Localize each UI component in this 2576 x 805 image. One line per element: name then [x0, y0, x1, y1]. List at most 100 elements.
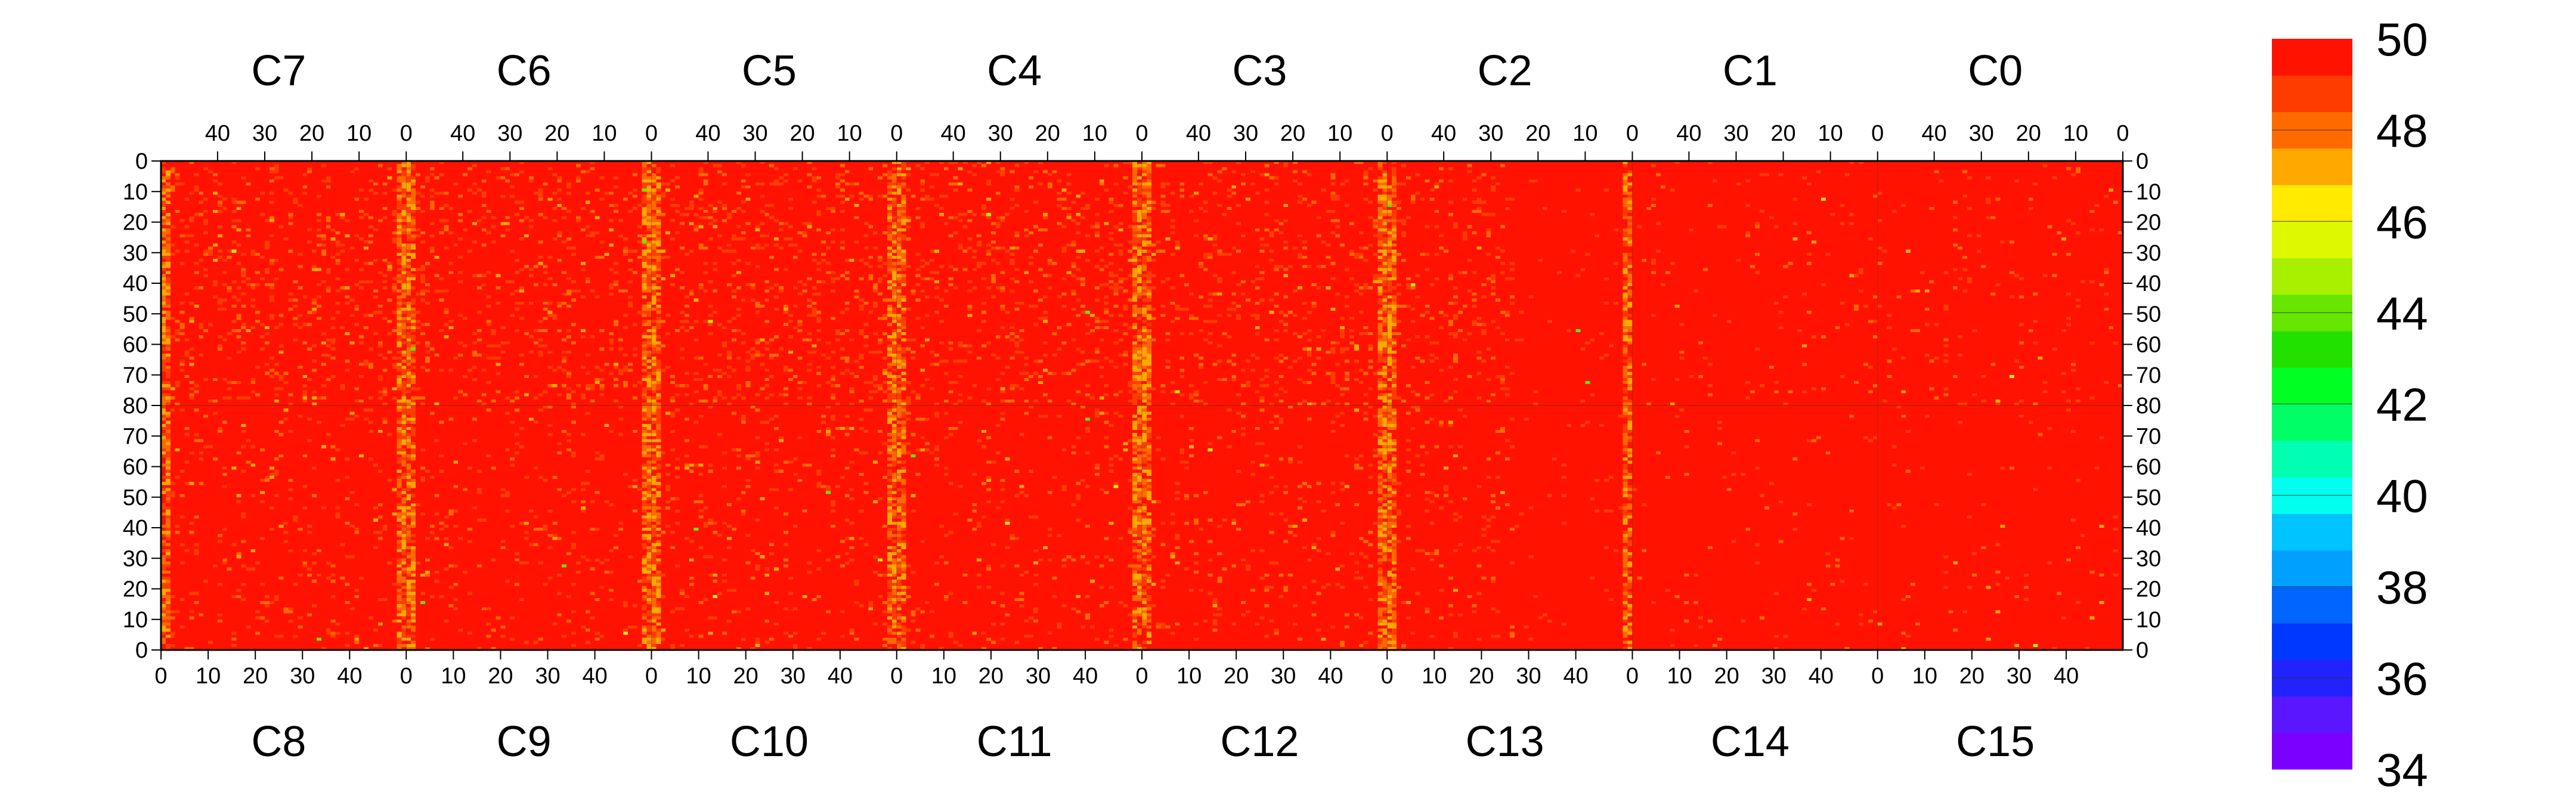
top-x-tick-label: 0: [2116, 121, 2129, 146]
top-x-tick-label: 40: [1186, 121, 1211, 146]
bottom-x-tick-label: 20: [979, 664, 1004, 689]
right-y-tick-label: 40: [2136, 271, 2161, 296]
top-x-tick-label: 30: [742, 121, 767, 146]
bottom-x-tick-label: 10: [686, 664, 711, 689]
left-y-tick-label: 20: [123, 577, 148, 602]
top-x-tick-label: 30: [1969, 121, 1994, 146]
bottom-x-tick-label: 40: [582, 664, 607, 689]
bottom-x-tick-label: 10: [1667, 664, 1692, 689]
left-y-tick-label: 50: [123, 485, 148, 510]
right-y-tick-label: 0: [2136, 149, 2148, 174]
bottom-x-tick-label: 40: [2054, 664, 2079, 689]
right-y-tick-label: 70: [2136, 424, 2161, 449]
top-x-tick-label: 40: [1922, 121, 1947, 146]
top-x-tick-label: 30: [1478, 121, 1503, 146]
left-y-tick-label: 10: [123, 608, 148, 633]
top-x-tick-label: 0: [1381, 121, 1394, 146]
bottom-chip-label: C14: [1711, 718, 1789, 766]
top-x-tick-label: 20: [1035, 121, 1060, 146]
bottom-x-tick-label: 40: [828, 664, 853, 689]
right-y-tick-label: 50: [2136, 485, 2161, 510]
colorbar-band: [2272, 221, 2352, 258]
colorbar-band: [2272, 440, 2352, 478]
bottom-x-tick-label: 30: [1761, 664, 1787, 689]
left-y-tick-label: 60: [123, 333, 148, 358]
top-x-tick-label: 0: [1135, 121, 1148, 146]
colorbar-label: 44: [2376, 287, 2428, 339]
bottom-x-tick-label: 20: [1224, 664, 1249, 689]
bottom-x-tick-label: 10: [1912, 664, 1937, 689]
bottom-x-tick-label: 20: [488, 664, 513, 689]
right-y-tick-label: 60: [2136, 455, 2161, 480]
colorbar-band: [2272, 75, 2352, 112]
top-x-tick-label: 0: [400, 121, 413, 146]
left-y-tick-label: 10: [123, 179, 148, 205]
bottom-x-tick-label: 30: [1516, 664, 1541, 689]
left-y-tick-label: 70: [123, 363, 148, 388]
top-x-tick-label: 40: [695, 121, 720, 146]
colorbar-band: [2272, 331, 2352, 368]
top-x-tick-label: 40: [1676, 121, 1701, 146]
bottom-x-tick-label: 20: [1959, 664, 1984, 689]
chip-grid-lines: [161, 161, 2123, 650]
left-y-tick-label: 0: [135, 149, 148, 174]
bottom-x-tick-label: 10: [196, 664, 221, 689]
bottom-x-tick-label: 40: [337, 664, 362, 689]
colorbar-band: [2272, 696, 2352, 733]
bottom-x-tick-label: 0: [1135, 664, 1148, 689]
top-x-tick-label: 30: [497, 121, 522, 146]
colorbar-label: 40: [2376, 470, 2428, 522]
top-x-tick-label: 10: [346, 121, 371, 146]
left-y-tick-label: 30: [123, 546, 148, 571]
bottom-chip-label: C15: [1956, 718, 2035, 766]
right-y-tick-label: 50: [2136, 302, 2161, 327]
colorbar-label: 48: [2376, 104, 2428, 157]
bottom-chip-label: C11: [977, 718, 1052, 766]
left-y-tick-label: 30: [123, 241, 148, 266]
colorbar-label: 50: [2376, 13, 2428, 66]
colorbar: 50 48 46 44 42 40 38 36 34: [2272, 13, 2428, 796]
colorbar-band: [2272, 732, 2352, 770]
bottom-x-tick-label: 0: [1381, 664, 1394, 689]
left-y-tick-label: 80: [123, 394, 148, 419]
top-x-tick-label: 20: [1770, 121, 1795, 146]
colorbar-band: [2272, 367, 2352, 404]
right-y-tick-label: 0: [2136, 638, 2148, 663]
top-x-tick-label: 20: [1280, 121, 1305, 146]
colorbar-band: [2272, 513, 2352, 550]
top-chip-label: C2: [1478, 47, 1532, 95]
top-x-tick-label: 10: [1327, 121, 1352, 146]
top-x-tick-label: 20: [1525, 121, 1550, 146]
bottom-chip-label: C13: [1466, 718, 1544, 766]
top-x-tick-label: 20: [2016, 121, 2041, 146]
top-x-tick-label: 10: [592, 121, 617, 146]
bottom-x-tick-label: 30: [535, 664, 560, 689]
bottom-x-tick-label: 30: [781, 664, 806, 689]
bottom-chip-label: C10: [730, 718, 809, 766]
bottom-x-tick-label: 20: [1714, 664, 1739, 689]
right-y-tick-label: 20: [2136, 210, 2161, 236]
top-x-tick-label: 30: [252, 121, 277, 146]
top-x-tick-label: 40: [450, 121, 475, 146]
top-x-tick-label: 40: [205, 121, 230, 146]
right-y-tick-label: 30: [2136, 546, 2161, 571]
top-x-tick-label: 0: [1626, 121, 1639, 146]
bottom-x-tick-label: 10: [931, 664, 956, 689]
top-x-tick-label: 40: [941, 121, 966, 146]
top-x-tick-label: 10: [2063, 121, 2088, 146]
bottom-x-tick-label: 10: [441, 664, 466, 689]
colorbar-label: 38: [2376, 561, 2428, 614]
top-x-tick-label: 0: [1871, 121, 1884, 146]
colorbar-label: 36: [2376, 652, 2428, 705]
colorbar-band: [2272, 148, 2352, 185]
bottom-x-tick-label: 0: [890, 664, 903, 689]
chip-labels: C7 C6 C5 C4 C3 C2 C1 C0 C8 C9 C10 C11 C12 C13 C14 C15: [251, 47, 2035, 766]
colorbar-band: [2272, 404, 2352, 441]
bottom-x-tick-label: 0: [645, 664, 658, 689]
colorbar-label: 46: [2376, 196, 2428, 248]
right-y-tick-label: 40: [2136, 516, 2161, 541]
colorbar-band: [2272, 623, 2352, 660]
colorbar-label: 34: [2376, 744, 2428, 796]
top-x-tick-label: 30: [988, 121, 1013, 146]
